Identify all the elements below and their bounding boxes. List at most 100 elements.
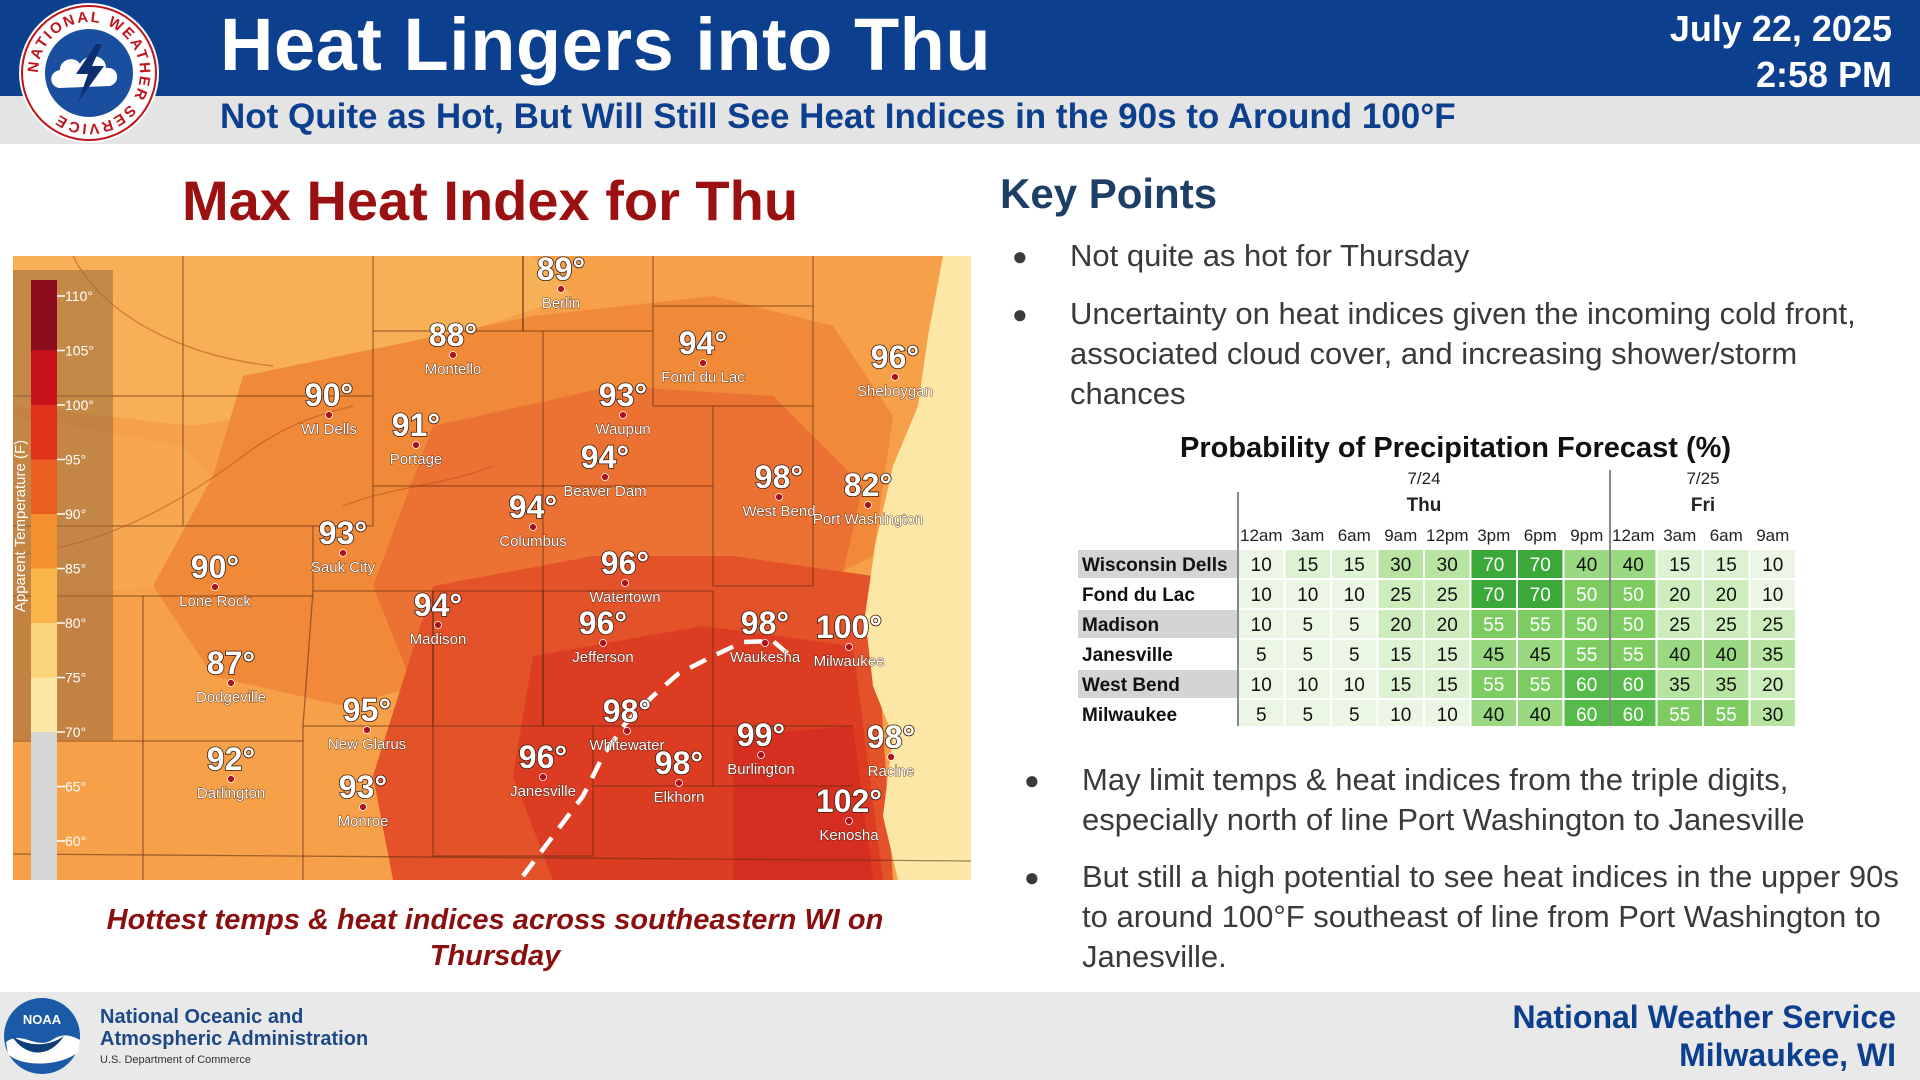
pop-value: 5: [1302, 645, 1313, 666]
legend-tick-label: 90°: [65, 506, 86, 522]
city-heat-index: 98°: [603, 693, 651, 729]
pop-value: 70: [1530, 585, 1551, 606]
city-label: 91° Portage: [389, 406, 442, 468]
pop-cell: [1518, 580, 1563, 608]
pop-cell: [1611, 580, 1656, 608]
legend-tick-label: 100°: [65, 397, 94, 413]
city-marker: [845, 643, 853, 651]
subheader-bar: [0, 96, 1920, 144]
pop-row-label-bg: [1078, 670, 1238, 698]
map-caption: Hottest temps & heat indices across sout…: [106, 904, 884, 972]
pop-row-label-bg: [1078, 610, 1238, 638]
pop-cell: [1471, 580, 1516, 608]
pop-cell: [1239, 640, 1284, 668]
city-heat-index: 94°: [509, 489, 557, 525]
pop-hour-header: 9pm: [1570, 526, 1603, 545]
pop-cell: [1425, 550, 1470, 578]
city-marker: [227, 775, 235, 783]
cold-front-line: [521, 638, 790, 878]
pop-value: 60: [1623, 675, 1644, 696]
pop-value: 10: [1762, 555, 1783, 576]
pop-value: 55: [1669, 705, 1690, 726]
header-bar: [0, 0, 1920, 96]
bullet-dot: ●: [1012, 299, 1028, 329]
city-label: 90° Lone Rock: [179, 548, 252, 610]
legend-tick-label: 110°: [65, 288, 93, 304]
city-label: 82° Port Washington: [812, 466, 923, 528]
nws-logo: NATIONAL WEATHER SERVICE: [19, 3, 159, 143]
pop-cell: [1518, 610, 1563, 638]
city-label: 102° Kenosha: [815, 782, 883, 844]
office-line2: Milwaukee, WI: [1679, 1037, 1896, 1073]
pop-value: 15: [1390, 675, 1411, 696]
pop-value: 40: [1716, 645, 1737, 666]
issue-datetime: July 22, 2025 2:58 PM: [1670, 6, 1892, 98]
city-name: Waukesha: [730, 649, 801, 666]
city-marker: [339, 549, 347, 557]
pop-value: 40: [1623, 555, 1644, 576]
pop-value: 20: [1716, 585, 1737, 606]
pop-value: 30: [1437, 555, 1458, 576]
pop-cell: [1471, 700, 1516, 726]
pop-value: 15: [1297, 555, 1318, 576]
key-point-text: But still a high potential to see heat i…: [1082, 859, 1899, 974]
legend-tick-label: 105°: [65, 343, 94, 359]
legend-tick-label: 60°: [65, 833, 86, 849]
city-marker: [325, 411, 333, 419]
city-heat-index: 92°: [207, 741, 255, 777]
pop-cell: [1471, 640, 1516, 668]
pop-cell: [1750, 610, 1795, 638]
pop-cell: [1332, 550, 1377, 578]
noaa-department: U.S. Department of Commerce: [100, 1054, 251, 1066]
pop-value: 55: [1483, 615, 1504, 636]
city-marker: [449, 351, 457, 359]
city-name: Jefferson: [572, 649, 633, 666]
city-name: Elkhorn: [654, 789, 705, 806]
city-name: Waupun: [595, 421, 650, 438]
pop-cell: [1425, 670, 1470, 698]
pop-cell: [1564, 700, 1609, 726]
city-marker: [434, 621, 442, 629]
pop-value: 10: [1297, 585, 1318, 606]
city-marker: [363, 726, 371, 734]
pop-cell: [1611, 610, 1656, 638]
city-name: Sheboygan: [857, 383, 933, 400]
pop-value: 35: [1716, 675, 1737, 696]
city-heat-index: 90°: [191, 549, 239, 585]
pop-value: 40: [1669, 645, 1690, 666]
city-heat-index: 98°: [755, 459, 803, 495]
pop-location: Fond du Lac: [1082, 585, 1195, 606]
city-marker: [619, 411, 627, 419]
pop-value: 35: [1762, 645, 1783, 666]
pop-cell: [1425, 580, 1470, 608]
pop-value: 15: [1669, 555, 1690, 576]
pop-value: 5: [1302, 615, 1313, 636]
city-heat-index: 99°: [737, 717, 785, 753]
pop-cell: [1657, 670, 1702, 698]
page-title: Heat Lingers into Thu: [220, 3, 992, 86]
legend-title: Apparent Temperature (F): [13, 440, 29, 612]
city-heat-index: 89°: [537, 256, 585, 287]
key-point-text: Not quite as hot for Thursday: [1070, 238, 1470, 273]
city-name: Janesville: [510, 783, 576, 800]
city-name: Milwaukee: [814, 653, 885, 670]
city-name: Kenosha: [819, 827, 879, 844]
city-marker: [529, 523, 537, 531]
pop-row-label-bg: [1078, 550, 1238, 578]
legend-tick-label: 85°: [65, 561, 86, 577]
pop-cell: [1750, 670, 1795, 698]
pop-cell: [1518, 550, 1563, 578]
pop-cell: [1239, 580, 1284, 608]
pop-value: 60: [1576, 675, 1597, 696]
noaa-name: National Oceanic and Atmospheric Adminis…: [100, 1006, 368, 1050]
legend-tick-label: 75°: [65, 670, 86, 686]
pop-value: 10: [1437, 705, 1458, 726]
pop-cell: [1332, 610, 1377, 638]
pop-hour-header: 9am: [1756, 526, 1789, 545]
city-label: 100° Milwaukee: [813, 608, 885, 670]
pop-cell: [1704, 610, 1749, 638]
pop-hour-header: 12am: [1240, 526, 1283, 545]
legend-swatch: [31, 514, 57, 569]
noaa-logo-text: NOAA: [23, 1012, 62, 1027]
city-marker: [675, 779, 683, 787]
